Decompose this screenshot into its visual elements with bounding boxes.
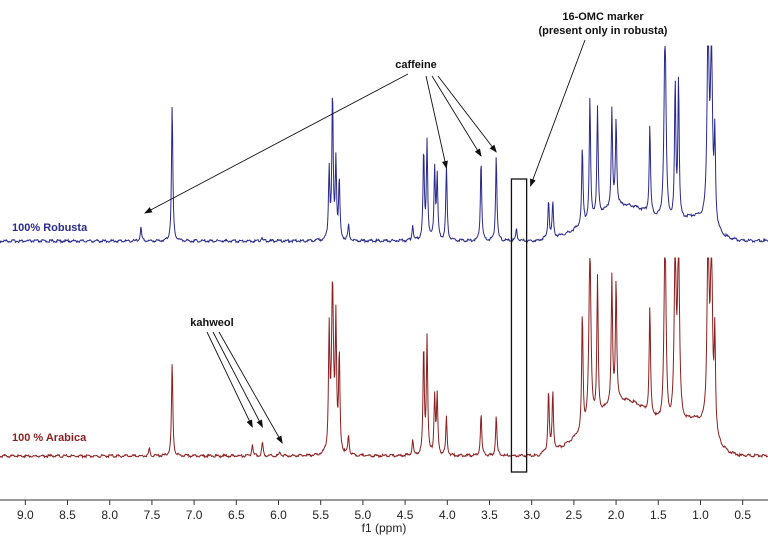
- x-tick-label: 8.0: [101, 508, 118, 522]
- x-tick-label: 1.0: [692, 508, 709, 522]
- x-tick-label: 5.5: [312, 508, 329, 522]
- omc-annotation-label-line2: (present only in robusta): [539, 25, 668, 37]
- caffeine-arrow: [144, 73, 409, 214]
- robusta-spectrum-line: [0, 45, 768, 244]
- x-axis-ticks: 9.0 8.5 8.0 7.5 7.0 6.5 6.0 5.5 5.0 4.5 4.0 3.5 3.0 2…: [17, 500, 751, 522]
- omc-annotation-label-line1: 16-OMC marker: [562, 11, 644, 23]
- x-tick-label: 7.5: [144, 508, 161, 522]
- kahweol-annotation-label: kahweol: [190, 317, 233, 329]
- x-tick-label: 3.5: [481, 508, 498, 522]
- x-tick-label: 4.0: [439, 508, 456, 522]
- x-tick-label: 0.5: [734, 508, 751, 522]
- omc-arrow: [530, 39, 586, 187]
- annotations: caffeine kahweol 16-OMC marker (present …: [144, 11, 668, 473]
- x-axis: 9.0 8.5 8.0 7.5 7.0 6.5 6.0 5.5 5.0 4.5 4.0 3.5 3.0 2…: [0, 499, 768, 535]
- omc-marker-box: [510, 178, 528, 473]
- x-tick-label: 6.5: [228, 508, 245, 522]
- caffeine-arrow: [425, 75, 448, 169]
- x-tick-label: 8.5: [59, 508, 76, 522]
- x-tick-label: 6.0: [270, 508, 287, 522]
- caffeine-arrow: [437, 75, 497, 153]
- x-tick-label: 9.0: [17, 508, 34, 522]
- caffeine-arrow: [431, 75, 482, 157]
- x-tick-label: 2.5: [566, 508, 583, 522]
- arabica-spectrum-line: [0, 257, 768, 459]
- series-label-arabica: 100 % Arabica: [12, 432, 87, 444]
- annotation-arrows: [144, 39, 586, 444]
- x-tick-label: 2.0: [608, 508, 625, 522]
- x-tick-label: 3.0: [523, 508, 540, 522]
- spectra-traces: [0, 45, 768, 459]
- x-tick-label: 1.5: [650, 508, 667, 522]
- series-label-robusta: 100% Robusta: [12, 222, 88, 234]
- x-tick-label: 5.0: [355, 508, 372, 522]
- x-tick-label: 4.5: [397, 508, 414, 522]
- x-axis-title: f1 (ppm): [362, 521, 407, 535]
- x-tick-label: 7.0: [186, 508, 203, 522]
- kahweol-arrow: [206, 331, 253, 428]
- kahweol-arrow: [212, 331, 263, 428]
- kahweol-arrow: [218, 331, 283, 444]
- caffeine-annotation-label: caffeine: [395, 59, 437, 71]
